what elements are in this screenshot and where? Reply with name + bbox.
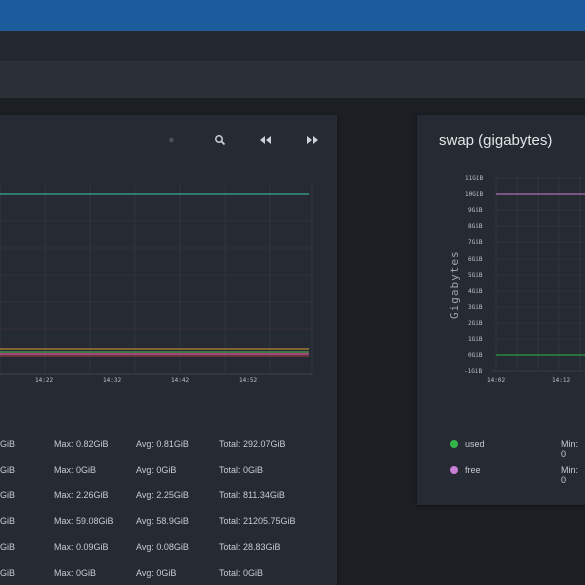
- stat-total: Total: 0GiB: [219, 465, 264, 475]
- legend-label: free: [465, 465, 481, 475]
- stat-max: Max: 0.82GiB: [54, 439, 109, 449]
- legend-min: Min: 0: [561, 439, 579, 459]
- y-tick-label: 1GiB: [468, 336, 483, 343]
- x-tick-label: 14:22: [35, 377, 53, 384]
- stat-first: GiB: [0, 568, 16, 578]
- y-tick-label: 10GiB: [465, 191, 483, 198]
- stat-total: Total: 21205.75GiB: [219, 516, 296, 526]
- x-tick-label: 14:32: [103, 377, 121, 384]
- stat-total: Total: 292.07GiB: [219, 439, 286, 449]
- y-tick-label: 6GiB: [468, 256, 483, 263]
- toolbar-strip: [0, 31, 585, 62]
- series-lines: [0, 193, 309, 357]
- stat-total: Total: 0GiB: [219, 568, 264, 578]
- y-axis-label: Gigabytes: [448, 250, 461, 319]
- x-axis-labels: 14:02 14:12: [487, 377, 570, 384]
- stat-total: Total: 811.34GiB: [219, 490, 285, 500]
- x-tick-label: 14:42: [171, 377, 189, 384]
- stat-avg: Avg: 0GiB: [136, 568, 177, 578]
- stat-avg: Avg: 58.9GiB: [136, 516, 189, 526]
- legend-min: Min: 0: [561, 465, 579, 485]
- grid-lines: [492, 175, 585, 372]
- x-axis-labels: 14:22 14:32 14:42 14:52: [35, 377, 257, 384]
- y-tick-label: 3GiB: [468, 304, 483, 311]
- y-tick-label: 0GiB: [468, 352, 483, 359]
- y-axis-labels: 11GiB 10GiB 9GiB 8GiB 7GiB 6GiB 5GiB 4Gi…: [464, 175, 483, 375]
- y-tick-label: 5GiB: [468, 272, 483, 279]
- stat-max: Max: 2.26GiB: [54, 490, 109, 500]
- loading-dot-icon: ●: [168, 134, 175, 146]
- stat-max: Max: 59.08GiB: [54, 516, 114, 526]
- legend-dot: [450, 466, 458, 474]
- legend-dot: [450, 440, 458, 448]
- stat-avg: Avg: 2.25GiB: [136, 490, 189, 500]
- y-tick-label: 7GiB: [468, 239, 483, 246]
- stat-max: Max: 0GiB: [54, 465, 97, 475]
- fast-forward-icon[interactable]: [307, 135, 318, 147]
- stat-total: Total: 28.83GiB: [219, 542, 281, 552]
- grid-lines: [0, 185, 313, 375]
- legend-label: used: [465, 439, 485, 449]
- stat-max: Max: 0GiB: [54, 568, 97, 578]
- stat-first: GiB: [0, 516, 16, 526]
- y-tick-label: 4GiB: [468, 288, 483, 295]
- x-tick-label: 14:02: [487, 377, 505, 384]
- y-tick-label: 11GiB: [465, 175, 483, 182]
- stat-avg: Avg: 0.81GiB: [136, 439, 189, 449]
- zoom-icon[interactable]: [214, 134, 226, 149]
- y-tick-label: 2GiB: [468, 320, 483, 327]
- y-tick-label: 9GiB: [468, 207, 483, 214]
- stat-first: GiB: [0, 439, 16, 449]
- swap-chart: Gigabytes 11GiB 10GiB 9GiB 8GiB: [448, 175, 585, 384]
- memory-chart: 14:22 14:32 14:42 14:52: [0, 185, 313, 384]
- top-navigation-bar: [0, 0, 585, 31]
- y-tick-label: 8GiB: [468, 223, 483, 230]
- panel-title: swap (gigabytes): [439, 132, 553, 149]
- memory-graph-panel: ●: [0, 115, 337, 585]
- filter-strip: [0, 62, 585, 98]
- stat-max: Max: 0.09GiB: [54, 542, 109, 552]
- y-tick-label: -1GiB: [464, 368, 482, 375]
- swap-graph-panel: swap (gigabytes) Gigabytes 11GiB 10GiB: [417, 115, 585, 505]
- stat-first: GiB: [0, 465, 16, 475]
- stat-first: GiB: [0, 490, 16, 500]
- x-tick-label: 14:52: [239, 377, 257, 384]
- stat-avg: Avg: 0.08GiB: [136, 542, 189, 552]
- stat-first: GiB: [0, 542, 16, 552]
- rewind-icon[interactable]: [260, 135, 271, 147]
- x-tick-label: 14:12: [552, 377, 570, 384]
- stat-avg: Avg: 0GiB: [136, 465, 177, 475]
